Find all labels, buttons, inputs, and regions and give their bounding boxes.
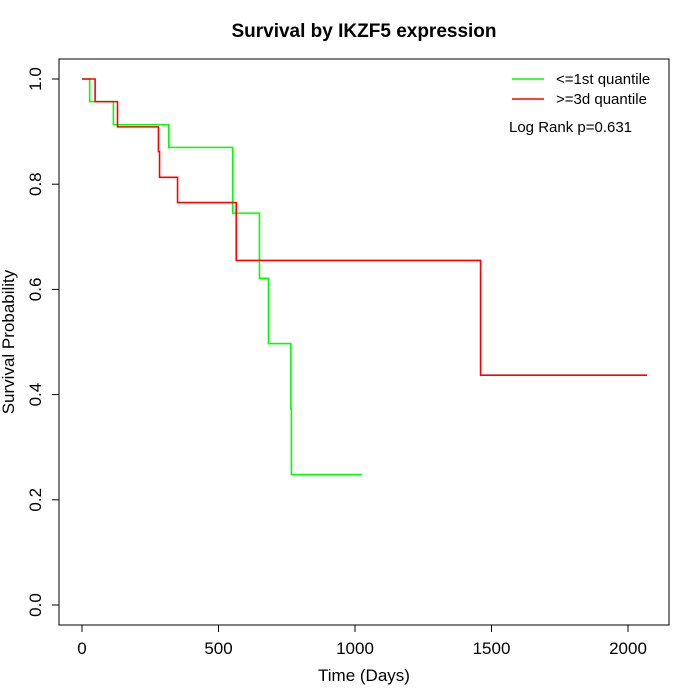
y-tick-label: 0.8 <box>26 172 45 196</box>
x-tick-label: 500 <box>204 639 232 658</box>
log-rank-annotation: Log Rank p=0.631 <box>509 119 632 136</box>
series-layer <box>82 78 648 476</box>
x-tick-label: 1000 <box>336 639 374 658</box>
legend-label: <=1st quantile <box>556 71 650 88</box>
y-tick-label: 0.2 <box>26 488 45 512</box>
x-tick-label: 2000 <box>609 639 647 658</box>
y-tick-label: 0.0 <box>26 593 45 617</box>
y-tick-label: 0.6 <box>26 278 45 302</box>
survival-curve-2 <box>82 78 648 376</box>
x-axis-label: Time (Days) <box>318 666 410 685</box>
chart-title: Survival by IKZF5 expression <box>231 21 496 42</box>
y-tick-label: 0.4 <box>26 383 45 407</box>
y-axis: 0.0 0.2 0.4 0.6 0.8 1.0 <box>26 67 60 617</box>
y-tick-label: 1.0 <box>26 67 45 91</box>
x-axis: 0 500 1000 1500 2000 <box>77 624 647 658</box>
y-axis-label: Survival Probability <box>0 269 18 414</box>
x-tick-label: 0 <box>77 639 86 658</box>
legend-label: >=3d quantile <box>556 91 647 108</box>
x-tick-label: 1500 <box>473 639 511 658</box>
legend: <=1st quantile >=3d quantile <box>512 71 650 108</box>
